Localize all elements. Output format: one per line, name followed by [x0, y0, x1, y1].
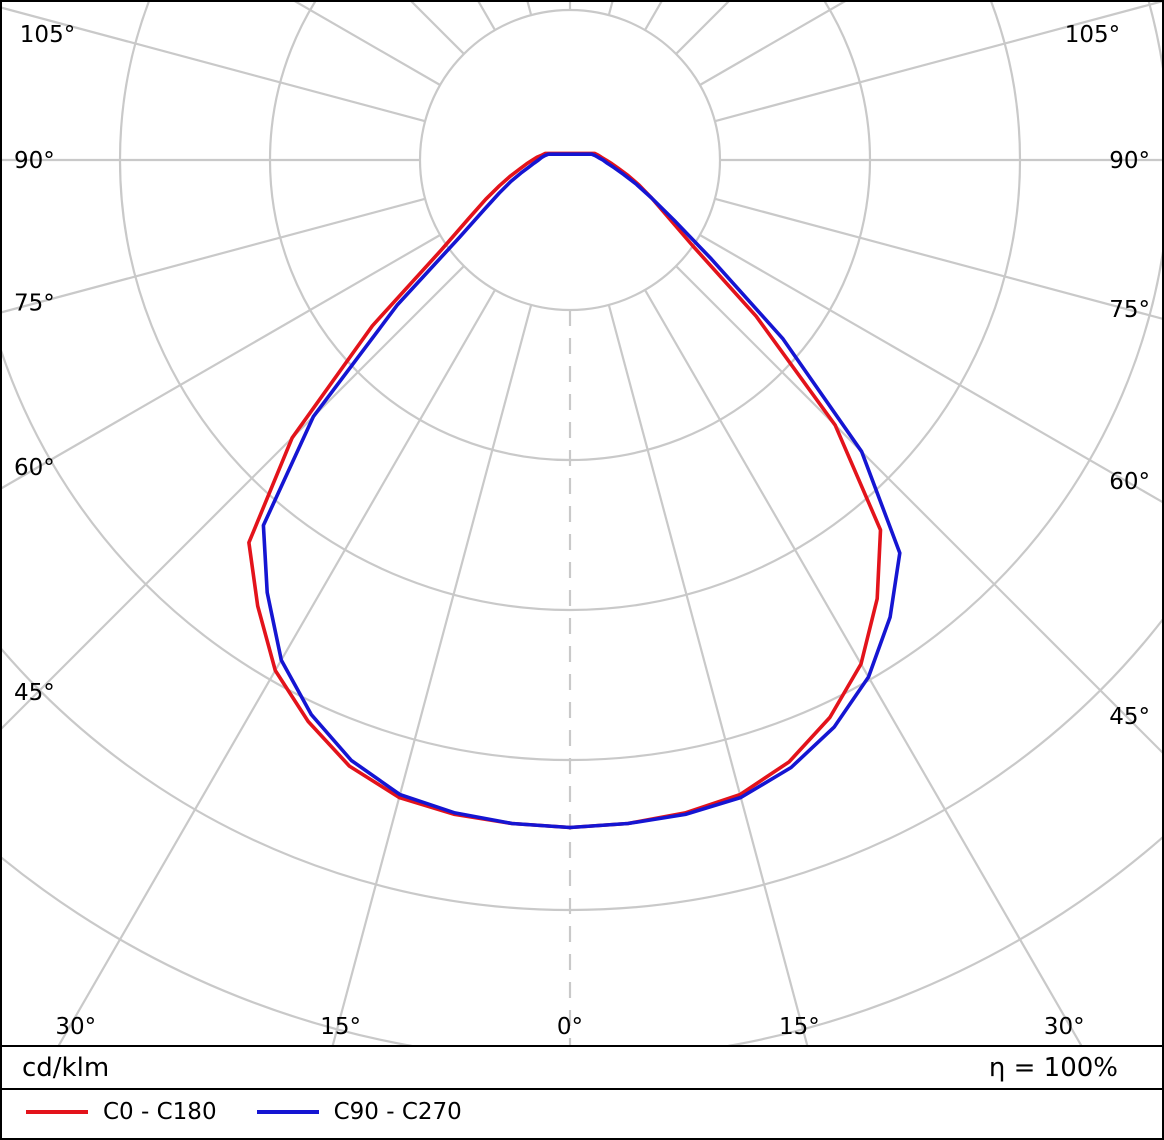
legend-item-c90-c270: C90 - C270: [256, 1099, 462, 1125]
grid-radial-line: [477, 2, 496, 31]
angle-tick-label: 45°: [14, 680, 55, 706]
grid-radial-line: [675, 265, 1162, 754]
grid-radial-line: [331, 304, 533, 1045]
grid-radial-line: [57, 289, 496, 1045]
grid-circle: [418, 8, 722, 312]
grid-radial-line: [714, 197, 1162, 320]
angle-tick-label: 15°: [320, 1014, 361, 1040]
grid-radial-line: [607, 304, 809, 1045]
angle-tick-label: 90°: [14, 148, 55, 174]
grid-circle: [268, 2, 872, 462]
curve-c90-c270: [261, 152, 902, 830]
angle-tick-label: 15°: [779, 1014, 820, 1040]
grid-radial-line: [2, 6, 426, 123]
polar-plot-area: 105° 90° 75° 60° 45° 30° 15° 0° 15° 30° 45° 60° 75° 9…: [2, 2, 1162, 1047]
angle-tick-label: 0°: [557, 1014, 583, 1040]
legend-item-c0-c180: C0 - C180: [26, 1099, 217, 1125]
angle-tick-label: 60°: [14, 455, 55, 481]
legend-label-c90-c270: C90 - C270: [333, 1099, 462, 1125]
c0-c180-line-swatch: [26, 1110, 88, 1114]
grid-circle: [2, 2, 1162, 761]
legend: C0 - C180 C90 - C270: [2, 1090, 1162, 1134]
info-row: cd/klm η = 100%: [2, 1047, 1162, 1090]
curve-c0-c180: [247, 151, 883, 830]
angle-tick-label: 90°: [1109, 148, 1150, 174]
angle-tick-label: 75°: [14, 291, 55, 317]
grid-circle: [2, 618, 1162, 911]
grid-radial-line: [714, 2, 1162, 123]
grid-radial-line: [2, 234, 441, 490]
grid-circle: [2, 836, 1162, 1045]
angle-tick-label: 45°: [1109, 704, 1150, 730]
grid-radial-line: [644, 289, 1083, 1045]
grid-radial-line: [699, 234, 1162, 504]
angle-tick-label: 105°: [20, 22, 75, 48]
grid-radial-line: [2, 197, 426, 314]
angle-tick-label: 60°: [1109, 469, 1150, 495]
angle-tick-label: 75°: [1109, 297, 1150, 323]
angle-tick-label: 30°: [1044, 1014, 1085, 1040]
efficiency-label: η = 100%: [988, 1052, 1118, 1083]
angle-tick-label: 30°: [55, 1014, 96, 1040]
angle-tick-label: 105°: [1065, 22, 1120, 48]
polar-distribution-chart: 105° 90° 75° 60° 45° 30° 15° 0° 15° 30° 45° 60° 75° 9…: [2, 2, 1162, 1045]
legend-label-c0-c180: C0 - C180: [103, 1099, 217, 1125]
c90-c270-line-swatch: [256, 1110, 319, 1114]
grid-radial-line: [2, 265, 465, 730]
unit-label: cd/klm: [22, 1052, 110, 1083]
